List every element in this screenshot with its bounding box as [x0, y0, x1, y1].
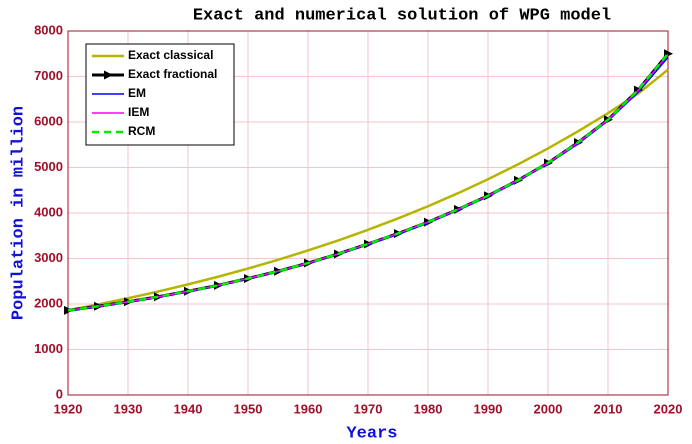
y-tick-label: 8000	[34, 22, 63, 37]
x-tick-label: 2010	[594, 401, 623, 416]
x-tick-label: 2020	[654, 401, 683, 416]
legend-marker	[104, 70, 113, 80]
x-tick-label: 2000	[534, 401, 563, 416]
x-tick-label: 1960	[294, 401, 323, 416]
x-tick-label: 1940	[174, 401, 203, 416]
x-tick-label: 1920	[54, 401, 83, 416]
legend-label: Exact classical	[128, 48, 213, 62]
y-tick-label: 3000	[34, 250, 63, 265]
y-tick-label: 5000	[34, 159, 63, 174]
series-line	[67, 52, 669, 312]
x-tick-label: 1950	[234, 401, 263, 416]
y-tick-label: 6000	[34, 113, 63, 128]
y-tick-label: 7000	[34, 68, 63, 83]
series-line	[67, 68, 669, 312]
x-tick-label: 1930	[114, 401, 143, 416]
y-tick-label: 0	[56, 386, 63, 401]
x-axis-label: Years	[346, 424, 397, 443]
y-tick-label: 1000	[34, 341, 63, 356]
x-tick-label: 1990	[474, 401, 503, 416]
legend-label: Exact fractional	[128, 67, 217, 81]
x-tick-label: 1970	[354, 401, 383, 416]
legend-label: EM	[128, 86, 146, 100]
x-tick-label: 1980	[414, 401, 443, 416]
y-tick-label: 2000	[34, 295, 63, 310]
y-tick-label: 4000	[34, 204, 63, 219]
legend-label: RCM	[128, 124, 155, 138]
y-axis-label: Population in million	[9, 106, 28, 320]
legend-label: IEM	[128, 105, 149, 119]
chart-title: Exact and numerical solution of WPG mode…	[193, 6, 611, 25]
plot-frame	[67, 30, 669, 396]
